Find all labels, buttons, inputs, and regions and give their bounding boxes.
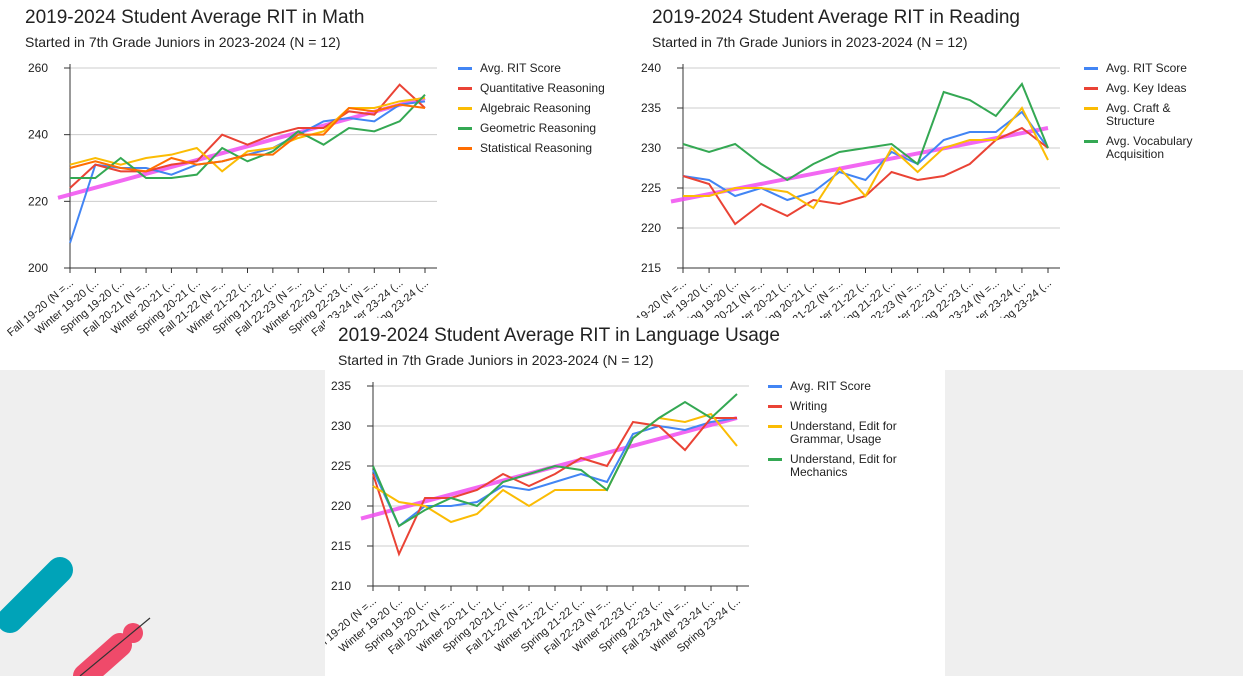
chart-subtitle: Started in 7th Grade Juniors in 2023-202… xyxy=(25,34,341,50)
series-line xyxy=(683,128,1048,224)
legend-swatch xyxy=(458,147,472,150)
legend-swatch xyxy=(768,405,782,408)
series-line xyxy=(373,418,737,554)
legend-label: Avg. RIT Score xyxy=(790,380,871,393)
legend-item: Understand, Edit for Grammar, Usage xyxy=(768,420,903,446)
legend-label: Avg. RIT Score xyxy=(480,62,561,75)
chart-subtitle: Started in 7th Grade Juniors in 2023-202… xyxy=(338,352,654,368)
legend-label: Writing xyxy=(790,400,827,413)
y-tick-label: 240 xyxy=(641,61,661,75)
y-tick-label: 220 xyxy=(331,499,351,513)
legend-label: Avg. Craft & Structure xyxy=(1106,102,1209,128)
chart-subtitle: Started in 7th Grade Juniors in 2023-202… xyxy=(652,34,968,50)
chart-title: 2019-2024 Student Average RIT in Languag… xyxy=(338,325,780,346)
y-tick-label: 220 xyxy=(28,194,48,208)
trendline xyxy=(58,98,425,198)
legend-item: Avg. RIT Score xyxy=(1084,62,1209,75)
legend-item: Geometric Reasoning xyxy=(458,122,608,135)
legend-swatch xyxy=(1084,140,1098,143)
legend-label: Understand, Edit for Grammar, Usage xyxy=(790,420,903,446)
chart-svg: 2019-2024 Student Average RIT in Math Sta… xyxy=(0,0,620,370)
legend-item: Avg. Key Ideas xyxy=(1084,82,1209,95)
legend-label: Avg. Key Ideas xyxy=(1106,82,1187,95)
legend-label: Algebraic Reasoning xyxy=(480,102,591,115)
chart-title: 2019-2024 Student Average RIT in Math xyxy=(25,7,364,28)
legend-item: Avg. Craft & Structure xyxy=(1084,102,1209,128)
y-tick-label: 210 xyxy=(331,579,351,593)
legend-item: Avg. RIT Score xyxy=(768,380,903,393)
legend-item: Avg. Vocabulary Acquisition xyxy=(1084,135,1209,161)
legend-item: Avg. RIT Score xyxy=(458,62,608,75)
legend-label: Quantitative Reasoning xyxy=(480,82,605,95)
legend-label: Statistical Reasoning xyxy=(480,142,592,155)
legend-swatch xyxy=(458,87,472,90)
legend-item: Statistical Reasoning xyxy=(458,142,608,155)
series-line xyxy=(70,85,425,188)
series-line xyxy=(683,108,1048,208)
y-tick-label: 235 xyxy=(641,101,661,115)
page: {"chart_data": [ {"type": "line", "title… xyxy=(0,0,1243,676)
legend-swatch xyxy=(1084,87,1098,90)
legend-item: Understand, Edit for Mechanics xyxy=(768,453,903,479)
legend-item: Algebraic Reasoning xyxy=(458,102,608,115)
legend-swatch xyxy=(1084,107,1098,110)
y-tick-label: 215 xyxy=(641,261,661,275)
legend-swatch xyxy=(458,67,472,70)
legend-swatch xyxy=(458,107,472,110)
y-tick-label: 230 xyxy=(331,419,351,433)
legend-item: Quantitative Reasoning xyxy=(458,82,608,95)
chart-title: 2019-2024 Student Average RIT in Reading xyxy=(652,7,1020,28)
y-tick-label: 200 xyxy=(28,261,48,275)
legend-label: Avg. Vocabulary Acquisition xyxy=(1106,135,1209,161)
legend-swatch xyxy=(1084,67,1098,70)
legend-swatch xyxy=(768,385,782,388)
y-tick-label: 225 xyxy=(641,181,661,195)
legend-label: Avg. RIT Score xyxy=(1106,62,1187,75)
y-tick-label: 260 xyxy=(28,61,48,75)
decoration xyxy=(0,370,325,676)
language-chart: 2019-2024 Student Average RIT in Languag… xyxy=(325,318,945,676)
legend: Avg. RIT Score Writing Understand, Edit fo… xyxy=(768,380,903,486)
chart-svg: 2019-2024 Student Average RIT in Languag… xyxy=(325,318,945,676)
y-tick-label: 220 xyxy=(641,221,661,235)
legend-label: Understand, Edit for Mechanics xyxy=(790,453,903,479)
y-tick-label: 230 xyxy=(641,141,661,155)
legend-item: Writing xyxy=(768,400,903,413)
legend-swatch xyxy=(768,425,782,428)
legend-swatch xyxy=(768,458,782,461)
legend-label: Geometric Reasoning xyxy=(480,122,596,135)
legend: Avg. RIT Score Quantitative Reasoning Alge… xyxy=(458,62,608,162)
legend: Avg. RIT Score Avg. Key Ideas Avg. Craft &… xyxy=(1084,62,1209,168)
y-tick-label: 235 xyxy=(331,379,351,393)
y-tick-label: 240 xyxy=(28,128,48,142)
legend-swatch xyxy=(458,127,472,130)
reading-chart: 2019-2024 Student Average RIT in Reading… xyxy=(632,0,1243,318)
math-chart: 2019-2024 Student Average RIT in Math Sta… xyxy=(0,0,620,370)
y-tick-label: 215 xyxy=(331,539,351,553)
y-tick-label: 225 xyxy=(331,459,351,473)
